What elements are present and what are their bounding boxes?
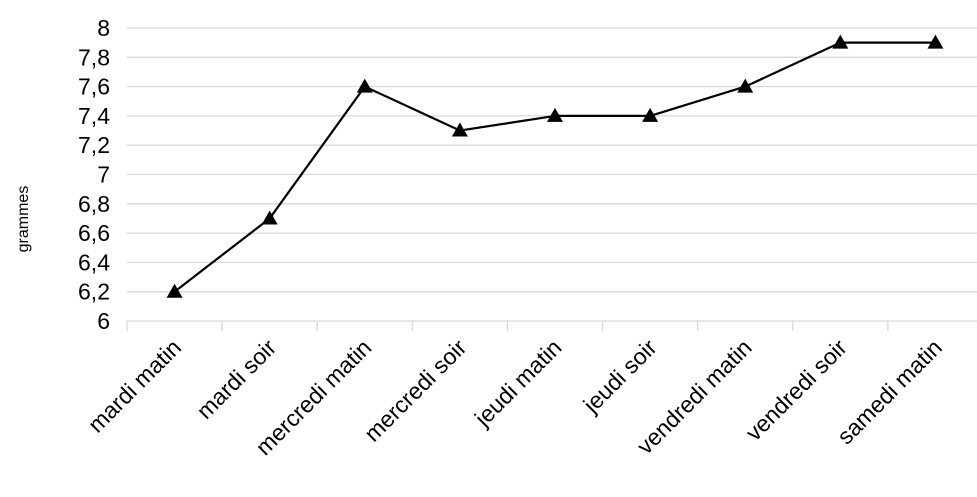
y-tick-label: 6 — [97, 308, 110, 334]
data-point-marker — [451, 122, 468, 137]
y-tick-label: 8 — [97, 15, 110, 41]
y-tick-label: 6,8 — [78, 191, 110, 217]
x-axis — [126, 320, 977, 331]
y-tick-label: 7,8 — [78, 44, 110, 70]
y-tick-label: 7,4 — [78, 103, 110, 129]
x-tick-label: jeudi matin — [469, 334, 567, 432]
gridlines — [127, 27, 977, 293]
y-tick-label: 7 — [97, 162, 110, 188]
data-point-marker — [261, 210, 278, 225]
x-tick-label: mardi soir — [191, 334, 281, 424]
data-point-marker — [356, 78, 373, 93]
data-point-marker — [737, 78, 754, 93]
data-point-marker — [166, 283, 183, 298]
y-tick-label: 6,4 — [78, 249, 110, 275]
x-tick-label: mercredi soir — [359, 334, 472, 447]
y-axis-title: grammes — [15, 186, 32, 253]
y-tick-label: 7,2 — [78, 132, 110, 158]
x-tick-label: jeudi soir — [577, 334, 661, 418]
series-line — [173, 41, 936, 293]
y-tick-label: 6,2 — [78, 279, 110, 305]
data-point-marker — [642, 107, 659, 122]
data-point-marker — [547, 107, 563, 122]
data-point-marker — [927, 34, 944, 49]
y-tick-label: 6,6 — [78, 220, 110, 246]
data-series — [166, 34, 944, 298]
data-point-marker — [832, 34, 849, 49]
y-tick-label: 7,6 — [78, 74, 110, 100]
x-tick-label: mardi matin — [83, 334, 186, 437]
y-axis-tick-labels: 6 6,2 6,4 6,6 6,8 7 7,2 7,4 7,6 7,8 8 — [78, 15, 110, 334]
